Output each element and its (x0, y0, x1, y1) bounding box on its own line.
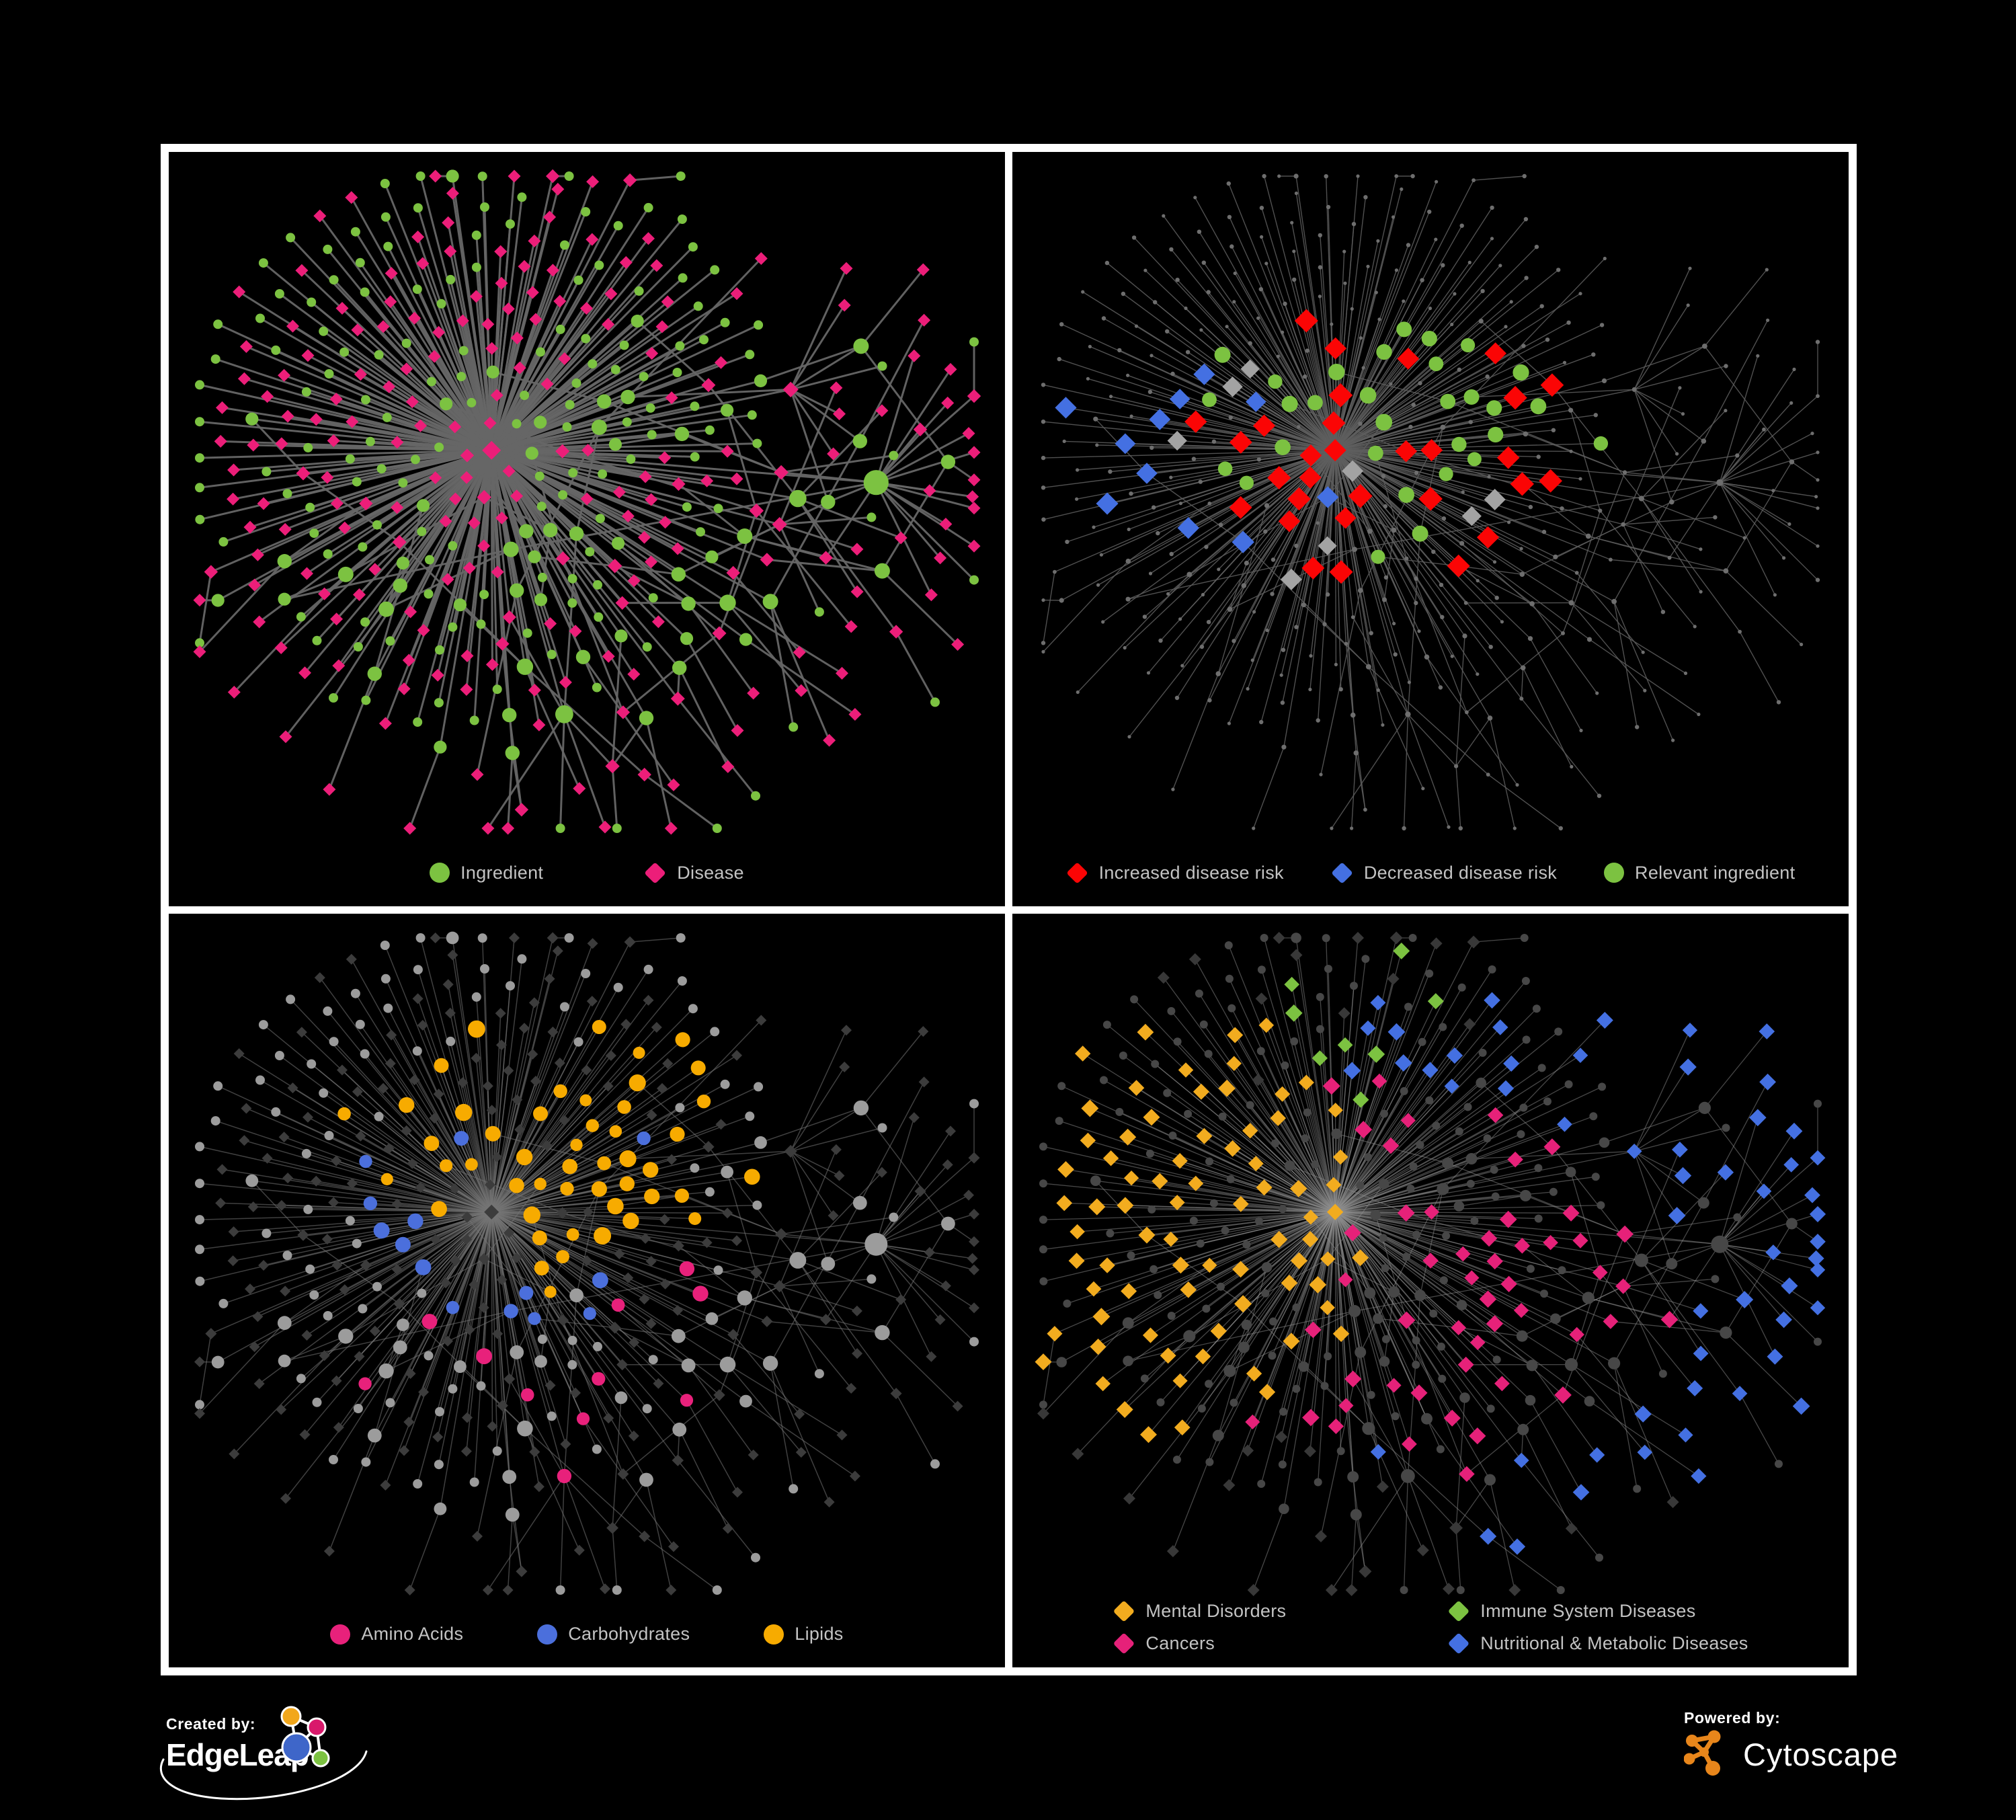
panel-disease-classes: Mental Disorders Immune System Diseases Ca… (1012, 913, 1849, 1667)
circle-marker-icon (537, 1624, 558, 1645)
diamond-marker-icon (1447, 1600, 1470, 1622)
legend-label: Ingredient (460, 862, 544, 883)
edgeleap-branding: Created by: EdgeLeap (159, 1706, 529, 1820)
legend-row: Amino Acids Carbohydrates Lipids (330, 1624, 843, 1645)
panel-disease-risk: Increased disease risk Decreased disease … (1012, 152, 1849, 906)
legend-label: Mental Disorders (1145, 1601, 1287, 1621)
legend-row: Ingredient Disease (430, 861, 744, 884)
circle-marker-icon (1604, 863, 1625, 883)
diamond-marker-icon (1113, 1600, 1135, 1622)
diamond-marker-icon (1331, 861, 1353, 884)
diamond-marker-icon (1113, 1632, 1135, 1655)
circle-marker-icon (330, 1624, 351, 1645)
legend-label: Disease (677, 862, 744, 883)
network-nodes-layer (194, 931, 980, 1595)
legend-item: Amino Acids (330, 1624, 463, 1645)
legend-label: Lipids (795, 1624, 844, 1644)
legend-label: Nutritional & Metabolic Diseases (1480, 1633, 1748, 1653)
powered-by-label: Powered by: (1684, 1709, 1781, 1727)
disease-risk-network-svg (1041, 173, 1820, 831)
panel-ingredient-disease: Ingredient Disease (169, 152, 1005, 906)
network-edges-layer (199, 937, 975, 1591)
diamond-marker-icon (644, 861, 666, 884)
legend-label: Cancers (1145, 1633, 1215, 1653)
diamond-marker-icon (1065, 861, 1088, 884)
legend-item: Increased disease risk (1065, 861, 1284, 884)
legend-item: Lipids (764, 1624, 843, 1645)
circle-marker-icon (430, 863, 450, 883)
cytoscape-wordmark: Cytoscape (1743, 1736, 1899, 1772)
cytoscape-branding: Powered by: Cytoscape (1684, 1709, 2007, 1796)
edgeleap-swoosh (159, 1750, 368, 1801)
legend-item: Immune System Diseases (1447, 1600, 1696, 1622)
legend-item: Ingredient (430, 863, 543, 883)
legend-label: Amino Acids (361, 1624, 464, 1644)
legend-item: Relevant ingredient (1604, 863, 1795, 883)
network-nodes-layer (1041, 173, 1820, 831)
legend-item: Cancers (1113, 1632, 1215, 1655)
panel-nutrient-classes: Amino Acids Carbohydrates Lipids (169, 913, 1005, 1667)
panel-legend: Mental Disorders Immune System Diseases Ca… (1113, 1600, 1748, 1655)
legend-label: Relevant ingredient (1635, 862, 1796, 883)
ingredient-disease-network-svg (193, 169, 981, 835)
legend-label: Carbohydrates (568, 1624, 690, 1644)
cytoscape-logo-icon (1684, 1730, 1721, 1776)
legend-label: Immune System Diseases (1480, 1601, 1696, 1621)
network-nodes-layer (193, 169, 981, 835)
network-edges-layer (198, 175, 975, 830)
panel-legend: Ingredient Disease (169, 861, 1005, 884)
legend-item: Carbohydrates (537, 1624, 690, 1645)
network-grid: Ingredient Disease Increased disease risk… (161, 144, 1857, 1675)
legend-label: Decreased disease risk (1363, 862, 1558, 883)
created-by-label: Created by: (166, 1715, 256, 1733)
legend-item: Decreased disease risk (1331, 861, 1558, 884)
legend-item: Mental Disorders (1113, 1600, 1287, 1622)
edgeleap-logo-icon (280, 1706, 330, 1768)
panel-legend: Increased disease risk Decreased disease … (1012, 861, 1849, 884)
network-nodes-layer (1035, 931, 1826, 1596)
circle-marker-icon (764, 1624, 784, 1645)
panel-legend: Amino Acids Carbohydrates Lipids (169, 1624, 1005, 1645)
diamond-marker-icon (1447, 1632, 1470, 1655)
disease-classes-network-svg (1035, 931, 1826, 1596)
legend-item: Nutritional & Metabolic Diseases (1447, 1632, 1748, 1655)
legend-label: Increased disease risk (1098, 862, 1284, 883)
cytoscape-lockup: Cytoscape (1684, 1730, 2007, 1778)
nutrient-classes-network-svg (194, 931, 980, 1595)
legend-item: Disease (644, 861, 744, 884)
legend-row: Increased disease risk Decreased disease … (1065, 861, 1796, 884)
